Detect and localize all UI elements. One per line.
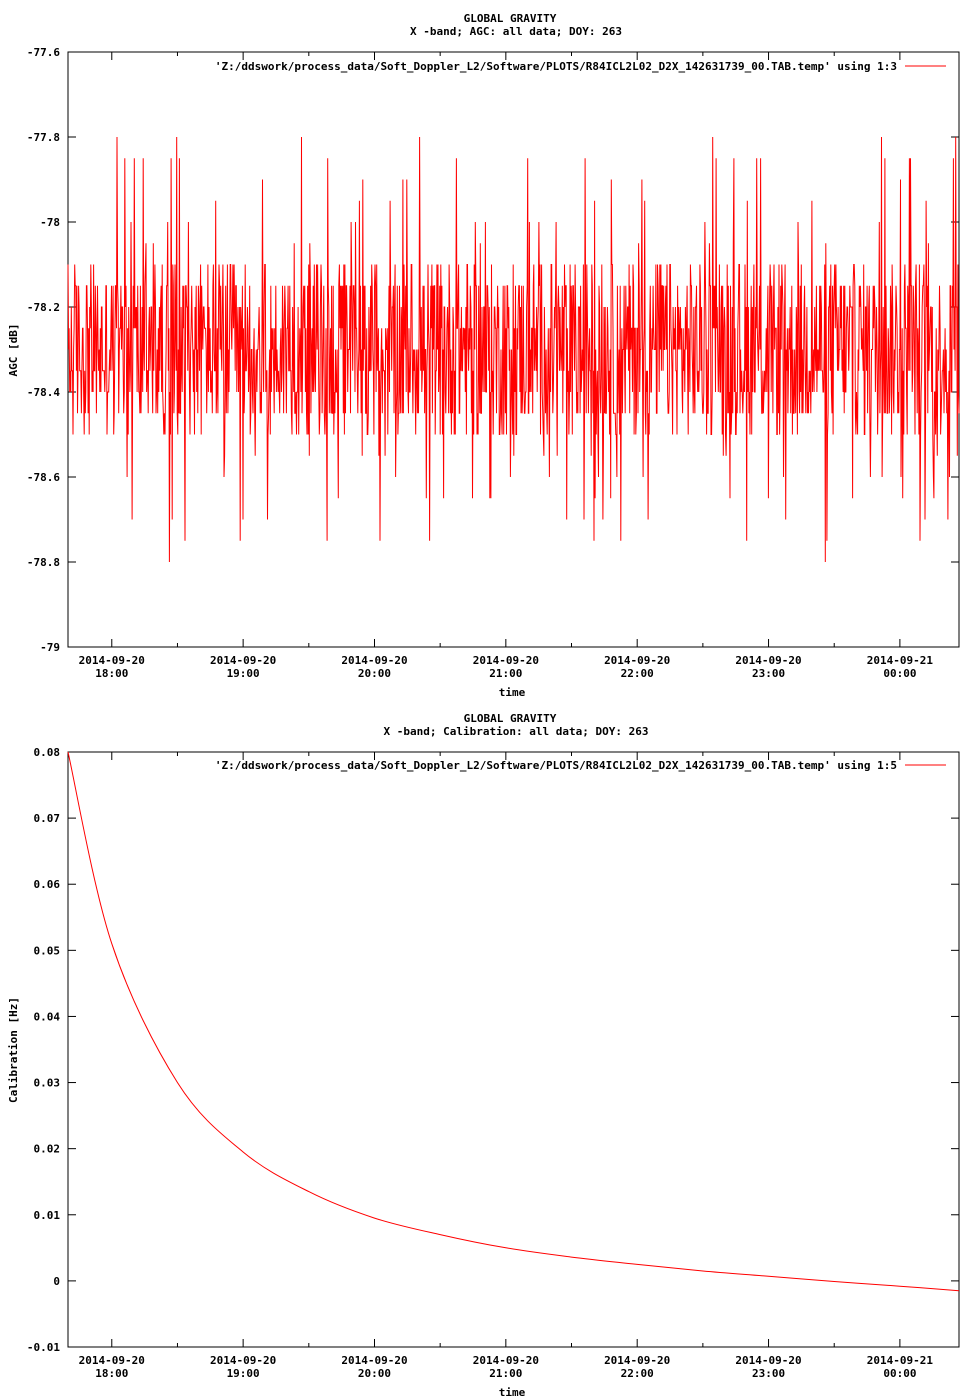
x-tick-label-date: 2014-09-20 bbox=[473, 654, 539, 667]
y-tick-label: 0.06 bbox=[34, 878, 61, 891]
plot-frame bbox=[67, 751, 960, 1348]
y-tick-label: -77.6 bbox=[27, 46, 60, 59]
y-axis-label: Calibration [Hz] bbox=[7, 997, 20, 1103]
x-tick-label-date: 2014-09-20 bbox=[79, 1354, 145, 1367]
x-tick-label-date: 2014-09-21 bbox=[867, 1354, 934, 1367]
x-tick-label-time: 18:00 bbox=[95, 667, 128, 680]
x-tick-label-date: 2014-09-20 bbox=[210, 654, 276, 667]
y-tick-label: -78.4 bbox=[27, 386, 60, 399]
x-tick-label-date: 2014-09-20 bbox=[341, 654, 407, 667]
calibration-chart-panel: GLOBAL GRAVITY X -band; Calibration: all… bbox=[0, 700, 980, 1400]
x-tick-label-time: 22:00 bbox=[621, 667, 654, 680]
y-tick-label: 0.04 bbox=[34, 1010, 61, 1023]
x-tick-label-date: 2014-09-20 bbox=[735, 654, 801, 667]
x-tick-label-date: 2014-09-20 bbox=[341, 1354, 407, 1367]
chart-subtitle: X -band; Calibration: all data; DOY: 263 bbox=[384, 725, 649, 738]
x-tick-label-time: 23:00 bbox=[752, 667, 785, 680]
x-tick-label-date: 2014-09-20 bbox=[79, 654, 145, 667]
y-tick-label: -78 bbox=[40, 216, 60, 229]
plot-frame bbox=[67, 51, 960, 648]
legend-label: 'Z:/ddswork/process_data/Soft_Doppler_L2… bbox=[215, 60, 897, 73]
y-tick-label: 0.01 bbox=[34, 1209, 61, 1222]
y-tick-label: -77.8 bbox=[27, 131, 60, 144]
x-tick-label-date: 2014-09-20 bbox=[604, 654, 670, 667]
x-tick-label-time: 00:00 bbox=[883, 667, 916, 680]
x-tick-label-time: 22:00 bbox=[621, 1367, 654, 1380]
y-tick-label: 0 bbox=[53, 1275, 60, 1288]
y-tick-label: -79 bbox=[40, 641, 60, 654]
x-tick-label-time: 18:00 bbox=[95, 1367, 128, 1380]
x-tick-label-date: 2014-09-21 bbox=[867, 654, 934, 667]
y-axis-label: AGC [dB] bbox=[7, 324, 20, 377]
x-tick-label-time: 19:00 bbox=[227, 1367, 260, 1380]
x-tick-label-date: 2014-09-20 bbox=[604, 1354, 670, 1367]
agc-chart: GLOBAL GRAVITY X -band; AGC: all data; D… bbox=[7, 12, 960, 699]
x-tick-label-date: 2014-09-20 bbox=[473, 1354, 539, 1367]
y-tick-label: -78.2 bbox=[27, 301, 60, 314]
y-tick-label: -78.6 bbox=[27, 471, 60, 484]
x-tick-label-date: 2014-09-20 bbox=[735, 1354, 801, 1367]
legend-label: 'Z:/ddswork/process_data/Soft_Doppler_L2… bbox=[215, 759, 897, 772]
y-tick-label: 0.05 bbox=[34, 944, 61, 957]
chart-title: GLOBAL GRAVITY bbox=[464, 12, 557, 25]
x-tick-label-time: 19:00 bbox=[227, 667, 260, 680]
x-axis-label: time bbox=[499, 1386, 526, 1399]
calibration-series-line bbox=[67, 751, 960, 1292]
y-tick-label: 0.08 bbox=[34, 746, 61, 759]
agc-chart-panel: GLOBAL GRAVITY X -band; AGC: all data; D… bbox=[7, 12, 960, 699]
calibration-chart: GLOBAL GRAVITY X -band; Calibration: all… bbox=[7, 712, 960, 1399]
x-tick-label-time: 21:00 bbox=[489, 667, 522, 680]
x-tick-label-time: 20:00 bbox=[358, 667, 391, 680]
agc-series-line bbox=[67, 136, 960, 563]
x-tick-label-time: 20:00 bbox=[358, 1367, 391, 1380]
y-tick-label: 0.03 bbox=[34, 1077, 61, 1090]
y-tick-label: -0.01 bbox=[27, 1341, 60, 1354]
chart-title: GLOBAL GRAVITY bbox=[464, 712, 557, 725]
x-tick-label-time: 21:00 bbox=[489, 1367, 522, 1380]
x-tick-label-time: 00:00 bbox=[883, 1367, 916, 1380]
x-tick-label-time: 23:00 bbox=[752, 1367, 785, 1380]
y-tick-label: 0.07 bbox=[34, 812, 61, 825]
chart-subtitle: X -band; AGC: all data; DOY: 263 bbox=[410, 25, 622, 38]
y-tick-label: -78.8 bbox=[27, 556, 60, 569]
y-tick-label: 0.02 bbox=[34, 1143, 61, 1156]
x-tick-label-date: 2014-09-20 bbox=[210, 1354, 276, 1367]
x-axis-label: time bbox=[499, 686, 526, 699]
